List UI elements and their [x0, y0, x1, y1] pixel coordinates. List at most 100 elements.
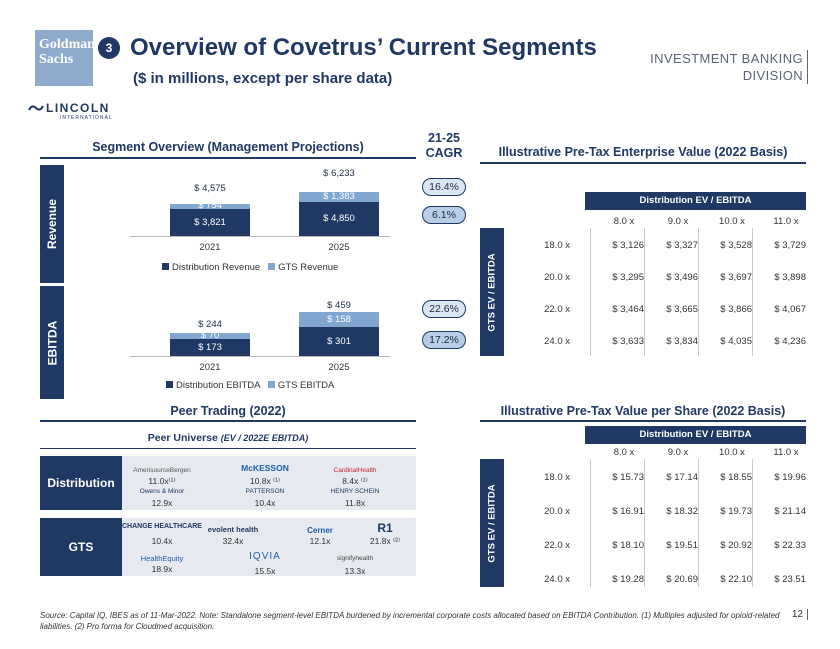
ebitda-bar-2021-gts — [170, 332, 250, 340]
ebitda-x-2025: 2025 — [328, 362, 350, 373]
peer-change: CHANGE HEALTHCARE — [122, 523, 202, 530]
rev-label-2021-gts: $ 754 — [198, 200, 222, 212]
ev_table-cell-1-3: $ 3,898 — [774, 272, 806, 283]
ev_table-cell-2-0: $ 3,464 — [612, 304, 644, 315]
ev_table-cell-3-1: $ 3,834 — [666, 336, 698, 347]
distribution-band — [122, 456, 416, 510]
peer-universe-sub: (EV / 2022E EBITDA) — [220, 433, 309, 443]
source-footnote: Source: Capital IQ, IBES as of 11-Mar-20… — [40, 611, 780, 631]
share_table-cell-0-3: $ 19.96 — [774, 472, 806, 483]
share_table-cell-3-0: $ 19.28 — [612, 574, 644, 585]
share-row-header: GTS EV / EBITDA — [480, 459, 504, 587]
rev-label-2025-gts: $ 1,383 — [323, 190, 355, 202]
peer-mckesson-mult: 10.8x ⁽¹⁾ — [249, 476, 281, 486]
ev_table-row-2: 22.0 x — [544, 304, 570, 315]
share_table-gridline-0 — [590, 459, 591, 587]
peer-evolent-mult: 32.4x — [222, 536, 244, 546]
goldman-sachs-logo: Goldman Sachs — [35, 30, 95, 86]
share_table-cell-2-0: $ 18.10 — [612, 540, 644, 551]
peer-universe-label: Peer Universe — [147, 432, 218, 444]
ev_table-cell-3-0: $ 3,633 — [612, 336, 644, 347]
share_table-cell-1-2: $ 19.73 — [720, 506, 752, 517]
ev_table-col-3: 11.0 x — [773, 216, 799, 227]
cagr-gts-ebitda: 22.6% — [422, 300, 466, 318]
share-rule — [480, 420, 806, 422]
rev-bar-2021-gts — [170, 203, 250, 210]
rev-axis — [130, 236, 390, 237]
legend-swatch-dist — [162, 263, 169, 270]
peer-patterson: PATTERSON — [245, 488, 285, 495]
peer-patterson-mult: 10.4x — [254, 498, 276, 508]
cagr-dist-revenue: 6.1% — [422, 206, 466, 224]
share_table-col-1: 9.0 x — [667, 447, 689, 458]
ev_table-gridline-0 — [590, 228, 591, 356]
page-subtitle: ($ in millions, except per share data) — [133, 70, 393, 87]
lincoln-sub: INTERNATIONAL — [60, 115, 113, 121]
ev_table-cell-1-0: $ 3,295 — [612, 272, 644, 283]
peer-healthequity-mult: 18.9x — [151, 564, 173, 574]
ebitda-axis — [130, 356, 390, 357]
ebitda-total-2025: $ 459 — [327, 300, 351, 311]
page-title: Overview of Covetrus’ Current Segments — [130, 34, 597, 61]
ev_table-col-2: 10.0 x — [719, 216, 745, 227]
ebitda-x-2021: 2021 — [199, 362, 221, 373]
share_table-gridline-2 — [698, 459, 699, 587]
share_table-cell-1-1: $ 18.32 — [666, 506, 698, 517]
ebitda-bar-2021-dist — [170, 339, 250, 356]
ev_table-cell-2-2: $ 3,866 — [720, 304, 752, 315]
peer-iqvia: IQVIA — [249, 551, 281, 562]
share-col-header: Distribution EV / EBITDA — [585, 426, 806, 444]
ev-rule — [480, 162, 806, 164]
share_table-row-2: 22.0 x — [544, 540, 570, 551]
lincoln-name: LINCOLN — [46, 101, 110, 115]
share_table-col-2: 10.0 x — [719, 447, 745, 458]
cagr-header-line1: 21-25 — [428, 131, 460, 145]
ebitda-label-2025-gts: $ 158 — [327, 313, 351, 325]
ebitda-label-2021-dist: $ 173 — [198, 341, 222, 353]
peer-cardinal: CardinalHealth — [333, 467, 377, 474]
ev_table-cell-0-0: $ 3,126 — [612, 240, 644, 251]
ev-table-title: Illustrative Pre-Tax Enterprise Value (2… — [498, 145, 788, 159]
ev_table-col-1: 9.0 x — [667, 216, 689, 227]
share-table-title: Illustrative Pre-Tax Value per Share (20… — [500, 404, 786, 418]
ebitda-chart: $ 244 $ 459 $ 173 $ 70 $ 301 $ 158 2021 … — [70, 286, 410, 399]
ebitda-label-2025-dist: $ 301 — [327, 335, 351, 347]
rev-total-2021: $ 4,575 — [194, 183, 226, 194]
share_table-cell-1-3: $ 21.14 — [774, 506, 806, 517]
rev-x-2021: 2021 — [199, 242, 221, 253]
rev-bar-2021-dist — [170, 209, 250, 236]
lincoln-wave-icon — [28, 105, 44, 111]
rev-bar-2025-dist — [299, 201, 379, 236]
peer-abc-mult: 11.0x⁽¹⁾ — [148, 476, 176, 486]
share_table-gridline-1 — [644, 459, 645, 587]
rev-label-2025-dist: $ 4,850 — [323, 212, 355, 224]
cagr-header: 21-25 CAGR — [418, 131, 470, 161]
share_table-cell-0-2: $ 18.55 — [720, 472, 752, 483]
share_table-cell-1-0: $ 16.91 — [612, 506, 644, 517]
rev-bar-2025-gts — [299, 192, 379, 202]
section-number: 3 — [98, 37, 120, 59]
ev_table-cell-3-3: $ 4,236 — [774, 336, 806, 347]
peer-evolent: evolent health — [207, 525, 259, 534]
peer-owens-mult: 12.9x — [151, 498, 173, 508]
share_table-cell-3-2: $ 22.10 — [720, 574, 752, 585]
share_table-col-3: 11.0 x — [773, 447, 799, 458]
peer-r1-mult: 21.8x ⁽²⁾ — [369, 536, 401, 546]
share_table-cell-0-1: $ 17.14 — [666, 472, 698, 483]
division-line2: DIVISION — [742, 68, 803, 83]
peer-cerner-mult: 12.1x — [309, 536, 331, 546]
distribution-label: Distribution — [40, 456, 122, 510]
division-label: INVESTMENT BANKING DIVISION — [650, 50, 808, 84]
ev_table-cell-0-2: $ 3,528 — [720, 240, 752, 251]
ev_table-gridline-2 — [698, 228, 699, 356]
peer-iqvia-mult: 15.5x — [254, 566, 276, 576]
share_table-cell-3-3: $ 23.51 — [774, 574, 806, 585]
gts-band — [122, 518, 416, 576]
rev-legend: Distribution Revenue GTS Revenue — [162, 262, 338, 273]
share_table-row-0: 18.0 x — [544, 472, 570, 483]
division-line1: INVESTMENT BANKING — [650, 51, 803, 66]
peer-healthequity: HealthEquity — [140, 554, 184, 563]
share_table-col-0: 8.0 x — [613, 447, 635, 458]
peer-henry-schein-mult: 11.8x — [344, 498, 366, 508]
share_table-cell-3-1: $ 20.69 — [666, 574, 698, 585]
